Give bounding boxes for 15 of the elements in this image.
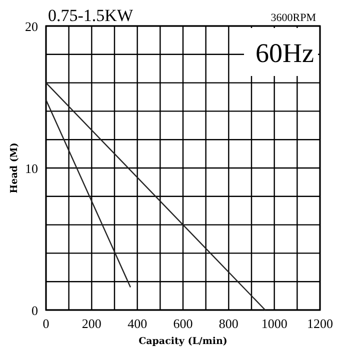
x-tick-label: 0 — [42, 316, 50, 331]
x-tick-label: 1000 — [261, 316, 288, 331]
x-tick-label: 800 — [218, 316, 238, 331]
x-tick-label: 1200 — [307, 316, 333, 331]
x-axis-title: Capacity (L/min) — [138, 336, 228, 347]
chart-title: 0.75-1.5KW — [48, 6, 134, 25]
y-tick-label: 20 — [25, 19, 38, 34]
chart-subtitle: 3600RPM — [270, 12, 316, 24]
y-tick-label: 10 — [25, 161, 38, 176]
y-tick-label: 0 — [32, 303, 38, 318]
y-axis-title: Head (M) — [9, 142, 20, 194]
x-tick-label: 600 — [173, 316, 193, 331]
x-tick-label: 400 — [128, 316, 148, 331]
annotation: 60Hz — [256, 38, 314, 68]
x-tick-label: 200 — [82, 316, 102, 331]
